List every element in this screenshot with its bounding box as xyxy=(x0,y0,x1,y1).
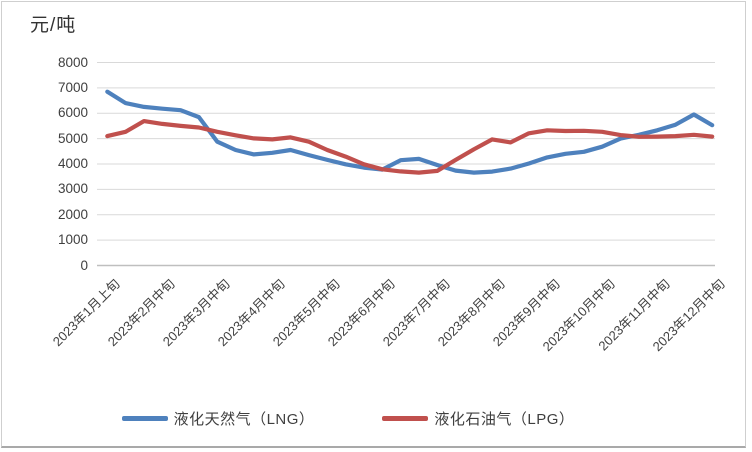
lng-series-line xyxy=(105,89,715,175)
y-axis-tick-label: 1000 xyxy=(57,232,88,248)
lpg-series-line xyxy=(105,118,715,175)
legend-item-lpg: 液化石油气（LPG） xyxy=(382,408,574,429)
lpg-legend-label: 液化石油气（LPG） xyxy=(434,411,575,428)
y-axis-tick-label: 0 xyxy=(80,257,88,273)
y-axis-tick-label: 5000 xyxy=(57,130,88,146)
lng-legend-label: 液化天然气（LNG） xyxy=(173,411,315,428)
y-axis-tick-label: 3000 xyxy=(57,181,88,197)
y-axis-unit-title: 元/吨 xyxy=(30,15,77,36)
y-axis-tick-label: 8000 xyxy=(57,54,88,70)
y-axis-tick-label: 4000 xyxy=(57,156,88,171)
y-axis-tick-label: 6000 xyxy=(57,105,88,121)
legend-item-lng: 液化天然气（LNG） xyxy=(121,408,315,429)
y-axis-tick-label: 7000 xyxy=(57,79,88,95)
y-axis-tick-label: 2000 xyxy=(57,206,88,222)
lng-line-swatch-icon xyxy=(121,416,168,421)
lpg-line-swatch-icon xyxy=(382,416,429,421)
legend: 液化天然气（LNG） 液化石油气（LPG） xyxy=(0,408,724,429)
